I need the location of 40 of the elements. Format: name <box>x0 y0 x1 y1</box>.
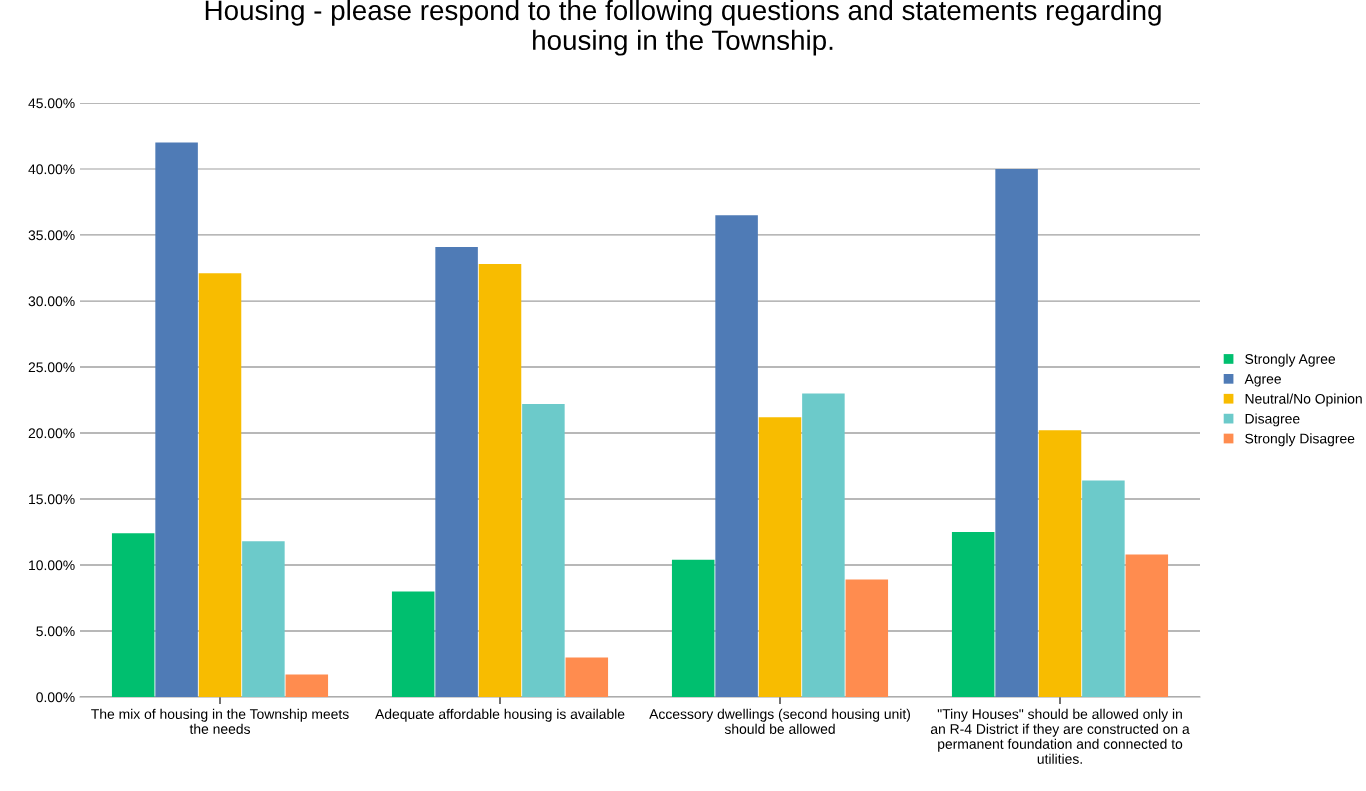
y-tick-label: 10.00% <box>29 560 75 571</box>
x-tick-label: Adequate affordable housing is available <box>375 708 625 722</box>
y-tick-label: 5.00% <box>36 626 75 637</box>
y-tick-label: 0.00% <box>36 692 75 703</box>
bar <box>758 417 802 697</box>
y-tick-label: 25.00% <box>28 362 75 373</box>
legend-label: Agree <box>1244 374 1281 387</box>
y-tick-label: 20.00% <box>28 428 75 439</box>
bar <box>1038 430 1082 697</box>
bar <box>995 169 1038 697</box>
x-tick-label: The mix of housing in the Township meets the needs <box>91 708 349 734</box>
bar <box>198 273 242 697</box>
bar <box>478 264 522 697</box>
legend-label: Neutral/No Opinion <box>1245 393 1362 407</box>
bar <box>951 532 995 697</box>
bar <box>1082 480 1125 697</box>
bar <box>522 403 565 697</box>
bar <box>715 215 758 697</box>
bar <box>242 541 285 697</box>
bar <box>1125 554 1169 697</box>
bar <box>845 579 889 697</box>
y-tick-label: 45.00% <box>28 98 75 109</box>
chart-title: Housing - please respond to the following questions and statements regarding housing in the Township. <box>205 0 1161 56</box>
legend-label: Strongly Agree <box>1245 353 1336 367</box>
bar <box>671 559 715 697</box>
bar <box>435 246 478 697</box>
legend-label: Strongly Disagree <box>1245 433 1355 447</box>
y-tick-label: 15.00% <box>29 494 75 505</box>
bar <box>391 591 435 697</box>
y-tick-label: 35.00% <box>28 230 75 241</box>
x-tick-label: Accessory dwellings (second housing unit) should be allowed <box>649 708 910 734</box>
y-tick-label: 30.00% <box>28 296 75 307</box>
bar <box>802 393 845 697</box>
x-tick-label: "Tiny Houses" should be allowed only in an R-4 District if they are constructed on a permanent foundation and connected to utilities. <box>930 708 1190 764</box>
legend-label: Disagree <box>1245 413 1300 427</box>
bar <box>565 657 609 697</box>
y-tick-label: 40.00% <box>28 164 75 175</box>
bar <box>111 533 155 697</box>
bar <box>155 142 198 697</box>
bar <box>285 674 329 697</box>
